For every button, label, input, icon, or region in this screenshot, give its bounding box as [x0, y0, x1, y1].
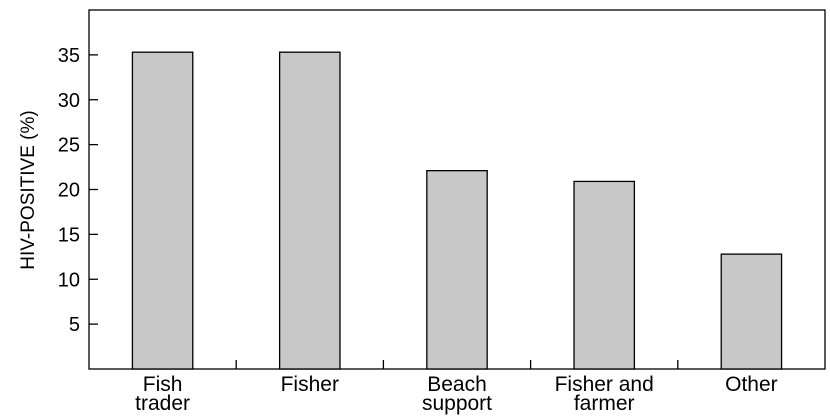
- y-tick-label: 10: [58, 269, 80, 291]
- bars-group: [131, 51, 783, 370]
- x-category-label: Fish: [143, 373, 183, 396]
- bar: [573, 180, 636, 370]
- x-category-label: Fisher and: [555, 373, 654, 396]
- bar: [131, 51, 194, 370]
- x-category-label: Beach: [427, 373, 487, 396]
- y-tick-label: 30: [58, 90, 80, 112]
- bar: [278, 51, 341, 370]
- x-category-label: Other: [725, 373, 778, 396]
- x-category-label: trader: [135, 392, 190, 415]
- x-category-label: farmer: [574, 392, 635, 415]
- bar: [720, 253, 783, 370]
- bar: [426, 170, 488, 370]
- x-category-label: Fisher: [281, 373, 339, 396]
- x-category-label: support: [422, 392, 492, 415]
- y-axis: 5 10 15 20 25 30 35: [58, 45, 98, 336]
- y-tick-label: 35: [58, 45, 80, 67]
- y-tick-label: 20: [58, 180, 80, 202]
- y-tick-label: 15: [58, 224, 80, 246]
- y-tick-label: 5: [69, 314, 80, 336]
- y-tick-label: 25: [58, 135, 80, 157]
- y-axis-label: HIV-POSITIVE (%): [18, 110, 39, 269]
